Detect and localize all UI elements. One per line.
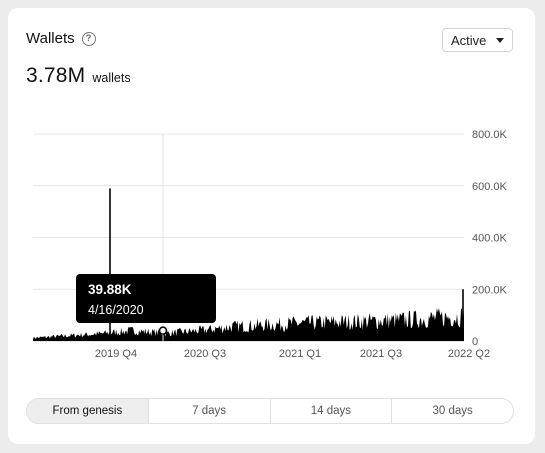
y-tick-label: 600.0K: [472, 181, 508, 193]
x-tick-label: 2021 Q1: [279, 348, 321, 360]
x-tick-label: 2022 Q2: [448, 348, 490, 360]
y-tick-label: 0: [472, 336, 478, 348]
y-tick-label: 800.0K: [472, 129, 508, 141]
wallets-chart[interactable]: 0 200.0K 400.0K 600.0K 800.0K 2019 Q4 2020 Q3…: [8, 8, 535, 378]
dropdown-value: Active: [451, 32, 487, 48]
x-tick-label: 2020 Q3: [184, 348, 226, 360]
y-tick-label: 400.0K: [472, 233, 508, 245]
range-7-days[interactable]: 7 days: [147, 399, 270, 423]
tooltip-date: 4/16/2020: [88, 303, 144, 317]
total-value: 3.78M: [26, 64, 86, 87]
question-circle-icon[interactable]: ?: [81, 31, 96, 46]
y-tick-label: 200.0K: [472, 284, 508, 296]
summary: 3.78M wallets: [26, 64, 131, 88]
card-title: Wallets: [26, 30, 75, 47]
total-unit: wallets: [92, 71, 131, 85]
card-header: Wallets ?: [26, 30, 96, 47]
metric-dropdown[interactable]: Active: [442, 28, 513, 52]
x-tick-label: 2019 Q4: [95, 348, 137, 360]
highlight-point: [158, 326, 168, 335]
range-30-days[interactable]: 30 days: [391, 399, 513, 423]
wallets-card: Wallets ? Active 3.78M wallets 0 200.0K 40…: [8, 8, 535, 444]
series-area: [33, 308, 464, 341]
range-from-genesis[interactable]: From genesis: [27, 399, 148, 423]
chart-tooltip: 39.88K 4/16/2020: [76, 274, 216, 323]
range-selector: From genesis 7 days 14 days 30 days: [26, 398, 514, 424]
tooltip-value: 39.88K: [88, 282, 132, 297]
y-axis-ticks: 0 200.0K 400.0K 600.0K 800.0K: [472, 129, 508, 348]
range-14-days[interactable]: 14 days: [269, 399, 392, 423]
x-axis-ticks: 2019 Q4 2020 Q3 2021 Q1 2021 Q3 2022 Q2: [95, 348, 490, 360]
x-tick-label: 2021 Q3: [360, 348, 402, 360]
caret-down-icon: [496, 38, 504, 43]
